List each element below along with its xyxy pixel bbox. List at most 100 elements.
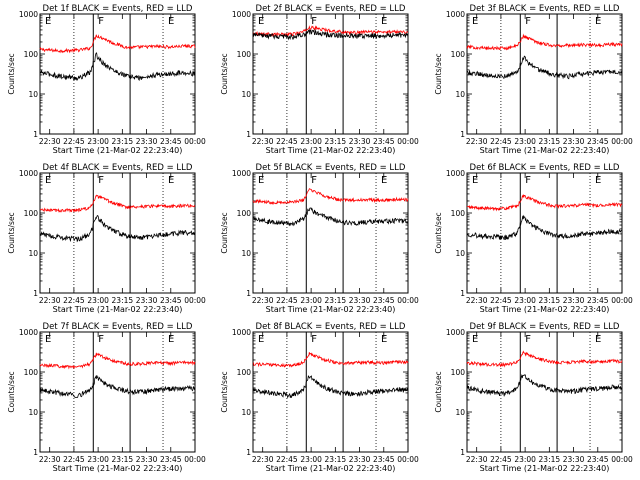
lld-series-line xyxy=(466,33,623,51)
x-axis-label: Start Time (21-Mar-02 22:23:40) xyxy=(53,146,183,155)
interval-flag-label: E xyxy=(381,334,387,345)
x-tick-label: 00:00 xyxy=(397,455,419,464)
lld-series-line xyxy=(39,194,196,213)
lld-series-line xyxy=(252,352,409,368)
x-tick-label: 23:30 xyxy=(349,137,371,146)
interval-flag-label: E xyxy=(258,175,264,186)
interval-flag-label: F xyxy=(98,334,104,345)
x-tick-label: 23:45 xyxy=(160,137,182,146)
detector-panel: Det 7f BLACK = Events, RED = LLD 1 10 100 10… xyxy=(7,322,206,473)
y-tick-label: 100 xyxy=(451,209,466,218)
y-tick-label: 1000 xyxy=(19,169,38,178)
x-tick-label: 22:45 xyxy=(63,137,85,146)
y-tick-label: 1 xyxy=(33,130,38,139)
y-tick-label: 1000 xyxy=(19,328,38,337)
interval-flag-label: E xyxy=(595,16,601,27)
x-tick-label: 23:30 xyxy=(349,455,371,464)
events-series-line xyxy=(252,375,409,399)
detector-panel: Det 8f BLACK = Events, RED = LLD 1 10 100 10… xyxy=(220,322,419,473)
interval-flag-label: F xyxy=(98,175,104,186)
x-tick-label: 23:00 xyxy=(514,296,536,305)
x-tick-label: 23:45 xyxy=(160,296,182,305)
x-tick-label: 00:00 xyxy=(184,137,206,146)
x-tick-label: 22:30 xyxy=(252,137,274,146)
interval-flag-label: E xyxy=(595,334,601,345)
y-axis-label: Counts/sec xyxy=(434,53,443,94)
x-tick-label: 00:00 xyxy=(397,137,419,146)
y-axis-label: Counts/sec xyxy=(220,212,229,253)
x-tick-label: 22:30 xyxy=(39,296,61,305)
x-tick-label: 23:45 xyxy=(587,137,609,146)
x-tick-label: 23:15 xyxy=(325,296,347,305)
y-tick-label: 100 xyxy=(237,50,252,59)
interval-flag-label: E xyxy=(45,16,51,27)
x-tick-label: 23:00 xyxy=(514,137,536,146)
x-axis-label: Start Time (21-Mar-02 22:23:40) xyxy=(480,305,610,314)
y-tick-label: 100 xyxy=(451,368,466,377)
lld-series-line xyxy=(466,350,623,368)
panel-title: Det 3f BLACK = Events, RED = LLD xyxy=(470,4,620,14)
interval-flag-label: E xyxy=(258,16,264,27)
x-tick-label: 23:45 xyxy=(373,296,395,305)
x-tick-label: 23:00 xyxy=(87,296,109,305)
panel-title: Det 8f BLACK = Events, RED = LLD xyxy=(256,322,406,332)
y-tick-label: 10 xyxy=(28,90,38,99)
events-series-line xyxy=(39,214,196,243)
x-tick-label: 00:00 xyxy=(611,137,633,146)
x-tick-label: 22:45 xyxy=(490,296,512,305)
y-tick-label: 1 xyxy=(460,448,465,457)
x-tick-label: 23:45 xyxy=(373,455,395,464)
x-tick-label: 22:30 xyxy=(252,455,274,464)
x-tick-label: 00:00 xyxy=(611,455,633,464)
x-tick-label: 23:15 xyxy=(539,296,561,305)
x-tick-label: 00:00 xyxy=(611,296,633,305)
x-tick-label: 22:30 xyxy=(466,296,488,305)
interval-flag-label: F xyxy=(311,175,317,186)
x-tick-label: 23:15 xyxy=(112,455,134,464)
detector-panel: Det 4f BLACK = Events, RED = LLD 1 10 100 10… xyxy=(7,163,206,314)
y-tick-label: 1000 xyxy=(232,328,251,337)
y-tick-label: 10 xyxy=(455,408,465,417)
y-tick-label: 100 xyxy=(451,50,466,59)
interval-flag-label: E xyxy=(168,16,174,27)
y-tick-label: 1 xyxy=(246,448,251,457)
y-tick-label: 1 xyxy=(460,130,465,139)
y-tick-label: 1 xyxy=(460,289,465,298)
panel-title: Det 5f BLACK = Events, RED = LLD xyxy=(256,163,406,173)
x-tick-label: 23:15 xyxy=(325,455,347,464)
y-tick-label: 10 xyxy=(455,90,465,99)
plot-frame xyxy=(252,172,409,294)
panel-title: Det 1f BLACK = Events, RED = LLD xyxy=(43,4,193,14)
detector-panel: Det 5f BLACK = Events, RED = LLD 1 10 100 10… xyxy=(220,163,419,314)
detector-panel: Det 2f BLACK = Events, RED = LLD 1 10 100 10… xyxy=(220,4,419,155)
x-tick-label: 23:30 xyxy=(136,296,158,305)
x-tick-label: 23:45 xyxy=(587,455,609,464)
y-tick-label: 100 xyxy=(237,209,252,218)
events-series-line xyxy=(466,55,623,80)
interval-flag-label: E xyxy=(45,175,51,186)
panel-title: Det 4f BLACK = Events, RED = LLD xyxy=(43,163,193,173)
interval-flag-label: E xyxy=(472,175,478,186)
x-tick-label: 22:30 xyxy=(39,137,61,146)
x-tick-label: 22:45 xyxy=(276,455,298,464)
interval-flag-label: F xyxy=(311,334,317,345)
interval-flag-label: E xyxy=(381,175,387,186)
lld-series-line xyxy=(39,34,196,54)
x-tick-label: 22:30 xyxy=(39,455,61,464)
x-tick-label: 23:15 xyxy=(112,137,134,146)
events-series-line xyxy=(252,28,409,41)
x-tick-label: 23:00 xyxy=(87,137,109,146)
events-series-line xyxy=(39,375,196,398)
y-axis-label: Counts/sec xyxy=(7,212,16,253)
y-tick-label: 100 xyxy=(24,368,39,377)
detector-panel: Det 6f BLACK = Events, RED = LLD 1 10 100 10… xyxy=(434,163,633,314)
x-tick-label: 00:00 xyxy=(184,455,206,464)
panel-title: Det 9f BLACK = Events, RED = LLD xyxy=(470,322,620,332)
interval-flag-label: E xyxy=(258,334,264,345)
x-tick-label: 23:30 xyxy=(136,137,158,146)
interval-flag-label: F xyxy=(525,16,531,27)
x-tick-label: 22:45 xyxy=(490,137,512,146)
y-axis-label: Counts/sec xyxy=(7,53,16,94)
y-tick-label: 10 xyxy=(28,408,38,417)
interval-flag-label: F xyxy=(525,175,531,186)
